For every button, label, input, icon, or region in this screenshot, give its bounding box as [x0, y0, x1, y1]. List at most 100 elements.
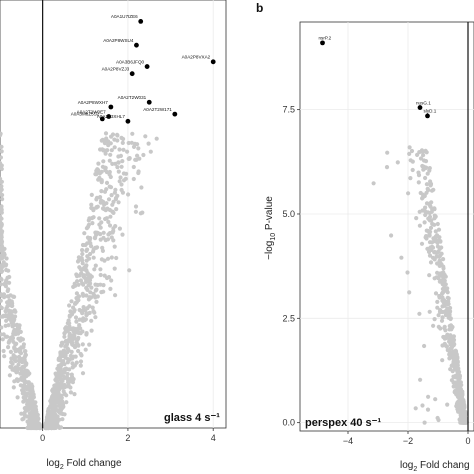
data-point	[5, 314, 11, 320]
data-point	[60, 405, 65, 410]
data-point	[10, 324, 15, 329]
data-point	[24, 362, 29, 367]
data-point	[53, 415, 58, 420]
data-point	[10, 367, 15, 372]
data-point	[79, 256, 84, 261]
data-point	[54, 378, 59, 383]
data-point	[458, 403, 463, 408]
data-point	[420, 195, 425, 200]
data-point	[28, 411, 33, 416]
data-point	[62, 391, 67, 396]
data-point	[427, 309, 432, 314]
data-point	[0, 230, 4, 235]
data-point	[442, 274, 447, 279]
data-point	[112, 145, 117, 150]
point-label: A0A2P8VZJ3	[102, 67, 130, 72]
data-point	[2, 295, 7, 300]
data-point	[64, 400, 69, 405]
data-point	[0, 144, 4, 149]
data-point	[81, 282, 86, 287]
data-point	[94, 168, 99, 173]
data-point	[102, 258, 107, 263]
data-point	[85, 278, 90, 284]
data-point	[102, 273, 107, 278]
data-point	[389, 233, 394, 238]
data-point	[123, 176, 128, 181]
point-label: A0A2T2W0E7	[77, 109, 107, 114]
data-point	[448, 367, 453, 372]
highlighted-point	[125, 118, 131, 124]
data-point	[84, 263, 89, 268]
data-point	[96, 161, 101, 166]
data-point	[72, 308, 77, 313]
data-point	[139, 185, 144, 190]
x-label-subscript: 2	[413, 466, 417, 473]
data-point	[64, 367, 69, 372]
x-label-log: log	[400, 460, 413, 471]
data-point	[432, 276, 437, 281]
data-point	[0, 263, 5, 268]
data-point	[154, 136, 159, 141]
data-point	[52, 383, 57, 388]
data-point	[56, 398, 61, 404]
data-point	[101, 289, 106, 294]
data-point	[10, 315, 15, 321]
data-point	[21, 370, 26, 375]
data-point	[433, 229, 438, 234]
data-point	[461, 405, 466, 410]
data-point	[22, 349, 28, 354]
data-point	[14, 366, 20, 371]
data-point	[97, 216, 102, 221]
data-point	[0, 180, 3, 185]
data-point	[50, 389, 56, 394]
data-point	[13, 347, 18, 352]
data-point	[33, 421, 39, 427]
data-point	[103, 165, 108, 170]
data-point	[98, 232, 103, 237]
highlighted-point	[425, 113, 430, 119]
data-point	[96, 177, 101, 182]
panel-b-plot-area	[299, 21, 474, 432]
data-point	[440, 315, 445, 320]
data-point	[125, 149, 130, 154]
data-point	[459, 418, 464, 423]
data-point	[99, 189, 104, 194]
data-point	[68, 309, 73, 314]
data-point	[90, 221, 95, 226]
data-point	[78, 278, 83, 283]
data-point	[424, 182, 429, 187]
data-point	[12, 355, 17, 360]
data-point	[6, 287, 11, 292]
x-tick-label: 4	[211, 433, 216, 443]
data-point	[0, 337, 5, 342]
data-point	[413, 406, 418, 411]
data-point	[91, 255, 96, 260]
data-point	[427, 273, 432, 278]
data-point	[107, 158, 112, 163]
data-point	[6, 323, 11, 328]
data-point	[0, 184, 4, 189]
y-label-subscript: 10	[270, 233, 277, 241]
data-point	[99, 199, 104, 204]
highlighted-point	[138, 19, 144, 24]
x-label-subscript: 2	[60, 464, 64, 471]
data-point	[23, 352, 28, 357]
data-point	[92, 267, 97, 272]
data-point	[456, 381, 461, 386]
data-point	[420, 150, 425, 155]
panel-a-points	[0, 131, 159, 431]
data-point	[52, 393, 57, 398]
data-point	[76, 258, 81, 263]
data-point	[93, 245, 98, 250]
data-point	[0, 298, 3, 303]
data-point	[26, 398, 31, 403]
data-point	[101, 230, 106, 235]
data-point	[80, 371, 86, 376]
data-point	[407, 290, 412, 295]
data-point	[135, 153, 140, 158]
data-point	[11, 385, 16, 390]
panel-b-y-axis-label: −log10 P-value	[264, 196, 277, 260]
data-point	[62, 370, 67, 375]
data-point	[84, 312, 89, 317]
data-point	[106, 219, 111, 224]
